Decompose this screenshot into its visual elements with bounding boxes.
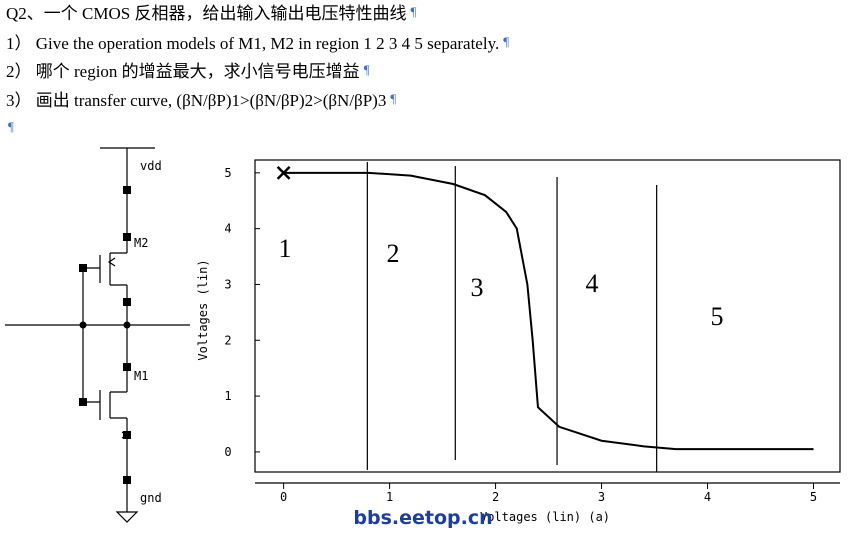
- pilcrow: ¶: [503, 34, 509, 49]
- label: M2: [134, 236, 148, 250]
- text-line: 3） 画出 transfer curve, (βN/βP)1>(βN/βP)2>…: [6, 91, 386, 110]
- start-marker: [276, 165, 291, 180]
- y-tick-label: 0: [224, 445, 231, 459]
- x-tick-label: 0: [280, 490, 287, 504]
- y-tick-label: 4: [224, 222, 231, 236]
- y-tick-label: 5: [224, 166, 231, 180]
- region-label: 5: [711, 302, 724, 331]
- curve: [283, 171, 814, 451]
- y-tick-label: 1: [224, 389, 231, 403]
- chart: 0 1 2 3 4 5 0 1 2 3 4 5 Voltages (lin) (a) Voltages (…: [196, 159, 841, 524]
- y-axis-label: Voltages (lin): [196, 259, 210, 360]
- watermark: bbs.eetop.cn: [353, 507, 492, 529]
- region-label: 4: [586, 269, 599, 298]
- x-tick-label: 5: [810, 490, 817, 504]
- document: Q2、一个 CMOS 反相器，给出输入输出电压特性曲线 ¶ 1） Give the …: [6, 4, 509, 134]
- pilcrow: ¶: [8, 119, 14, 134]
- x-tick-label: 2: [492, 490, 499, 504]
- pilcrow: ¶: [410, 4, 416, 19]
- x-tick-label: 4: [704, 490, 711, 504]
- circuit-labels: vdd M2 M1 gnd: [134, 159, 162, 505]
- y-tick-label: 3: [224, 277, 231, 291]
- label: vdd: [140, 159, 162, 173]
- text-line: 1） Give the operation models of M1, M2 i…: [6, 34, 499, 53]
- pilcrow: ¶: [390, 91, 396, 106]
- circuit: [5, 147, 190, 523]
- text-line: Q2、一个 CMOS 反相器，给出输入输出电压特性曲线: [6, 4, 406, 23]
- x-tick-label: 3: [598, 490, 605, 504]
- region-label: 3: [471, 273, 484, 302]
- x-tick-label: 1: [386, 490, 393, 504]
- text-line: 2） 哪个 region 的增益最大，求小信号电压增益: [6, 62, 360, 81]
- region-label: 2: [387, 239, 400, 268]
- pilcrow: ¶: [364, 62, 370, 77]
- region-label: 1: [279, 234, 292, 263]
- plot-frame: [254, 159, 841, 473]
- label: M1: [134, 369, 148, 383]
- x-axis-label: Voltages (lin) (a): [480, 510, 610, 524]
- label: gnd: [140, 491, 162, 505]
- y-tick-label: 2: [224, 333, 231, 347]
